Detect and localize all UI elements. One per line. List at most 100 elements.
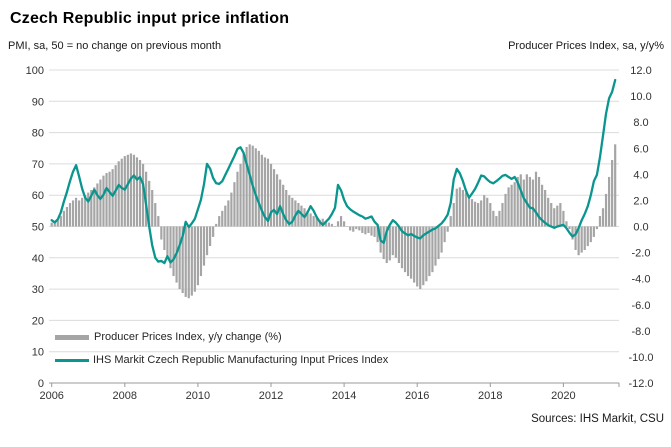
ppi-bar — [50, 222, 53, 227]
ppi-bar — [132, 154, 136, 227]
ppi-bar — [556, 205, 559, 227]
ppi-bar — [279, 179, 282, 227]
ppi-bar — [315, 217, 318, 227]
ppi-bar — [196, 226, 199, 286]
ppi-bar — [141, 163, 145, 227]
ppi-bar — [339, 216, 343, 227]
x-axis-tick-label: 2006 — [39, 390, 63, 402]
ppi-bar — [297, 203, 300, 227]
ppi-bar — [254, 148, 257, 227]
ppi-bar — [163, 226, 166, 250]
ppi-bar — [577, 226, 580, 256]
ppi-bar — [105, 173, 108, 227]
right-axis-title: Producer Prices Index, sa, y/y% — [508, 40, 664, 52]
ppi-bar — [300, 205, 303, 227]
ppi-bar — [586, 226, 589, 247]
ppi-bar — [547, 197, 550, 227]
ppi-bar — [123, 156, 126, 227]
ppi-bar — [169, 226, 172, 269]
ppi-bar — [434, 226, 437, 266]
y-right-tick-label: 8.0 — [633, 117, 648, 129]
ppi-bar — [458, 187, 461, 227]
ppi-bar — [291, 197, 294, 227]
ppi-bar — [224, 205, 227, 227]
ppi-bar — [68, 203, 72, 227]
y-right-tick-label: 4.0 — [633, 169, 648, 181]
ppi-bar — [443, 226, 446, 243]
ppi-bar — [428, 226, 431, 277]
y-left-tick-label: 30 — [32, 284, 44, 296]
x-axis-tick-label: 2012 — [259, 390, 283, 402]
y-left-tick-label: 10 — [32, 347, 44, 359]
ppi-bar — [166, 226, 169, 260]
ppi-bar — [446, 226, 449, 232]
ppi-bar — [65, 206, 69, 227]
ppi-bar — [199, 226, 203, 277]
sources-note: Sources: IHS Markit, CSU — [531, 413, 664, 425]
ppi-bar — [574, 226, 577, 250]
ppi-bar — [589, 226, 592, 243]
ppi-bar — [413, 226, 416, 283]
y-right-tick-label: 12.0 — [630, 65, 651, 77]
ppi-bar — [230, 192, 233, 227]
ppi-bar — [202, 226, 206, 266]
ppi-bar — [343, 221, 346, 227]
ppi-bar — [525, 174, 528, 227]
ppi-bar — [498, 210, 501, 227]
legend-item-ppi: Producer Prices Index, y/y change (%) — [55, 330, 282, 344]
ppi-bar — [519, 174, 522, 227]
ppi-bar — [568, 226, 571, 230]
ppi-bar — [288, 195, 291, 227]
ppi-bar — [510, 184, 513, 227]
ppi-bar — [504, 193, 507, 227]
x-axis-tick-label: 2018 — [478, 390, 502, 402]
x-axis-tick-label: 2010 — [186, 390, 210, 402]
ppi-bar — [184, 226, 187, 297]
ppi-bar — [544, 189, 547, 227]
ppi-bar — [138, 159, 142, 227]
ppi-bar — [607, 176, 611, 227]
legend-label-pmi: IHS Markit Czech Republic Manufacturing … — [93, 354, 389, 366]
ppi-bar — [580, 226, 583, 253]
ppi-bar — [507, 187, 510, 227]
ppi-bar — [583, 226, 586, 250]
y-right-tick-label: 10.0 — [630, 91, 651, 103]
ppi-bar — [422, 226, 425, 286]
ppi-bar — [480, 200, 483, 227]
ppi-bar — [452, 203, 455, 227]
ppi-bar — [355, 226, 358, 230]
ppi-bar — [321, 218, 324, 227]
ppi-bar — [56, 219, 59, 227]
ppi-bar — [531, 179, 535, 227]
ppi-bar — [99, 179, 102, 227]
y-left-tick-label: 0 — [38, 378, 44, 390]
ppi-bar — [218, 216, 221, 227]
ppi-bar — [336, 221, 340, 227]
ppi-bar — [205, 226, 209, 256]
ppi-bar — [403, 226, 407, 273]
ppi-bar — [275, 174, 279, 227]
ppi-bar — [455, 188, 458, 227]
ppi-bar — [611, 159, 614, 227]
ppi-bar — [358, 226, 361, 231]
ppi-bar — [349, 226, 352, 231]
ppi-bar — [559, 203, 562, 227]
ppi-bar — [135, 157, 139, 227]
y-left-tick-label: 100 — [26, 65, 44, 77]
ppi-bar — [257, 150, 260, 227]
ppi-bar — [282, 184, 285, 227]
y-left-tick-label: 80 — [32, 128, 44, 140]
ppi-bar — [96, 183, 99, 227]
ppi-bar — [114, 165, 117, 227]
legend-item-pmi: IHS Markit Czech Republic Manufacturing … — [55, 353, 388, 367]
ppi-bar — [467, 196, 471, 227]
ppi-bar — [312, 216, 315, 227]
ppi-bar — [534, 171, 538, 227]
ppi-bar — [598, 216, 602, 227]
ppi-bar — [71, 200, 75, 227]
ppi-bar — [245, 146, 248, 227]
ppi-bar — [263, 157, 267, 227]
y-left-tick-label: 70 — [32, 159, 44, 171]
ppi-bar — [601, 208, 605, 227]
